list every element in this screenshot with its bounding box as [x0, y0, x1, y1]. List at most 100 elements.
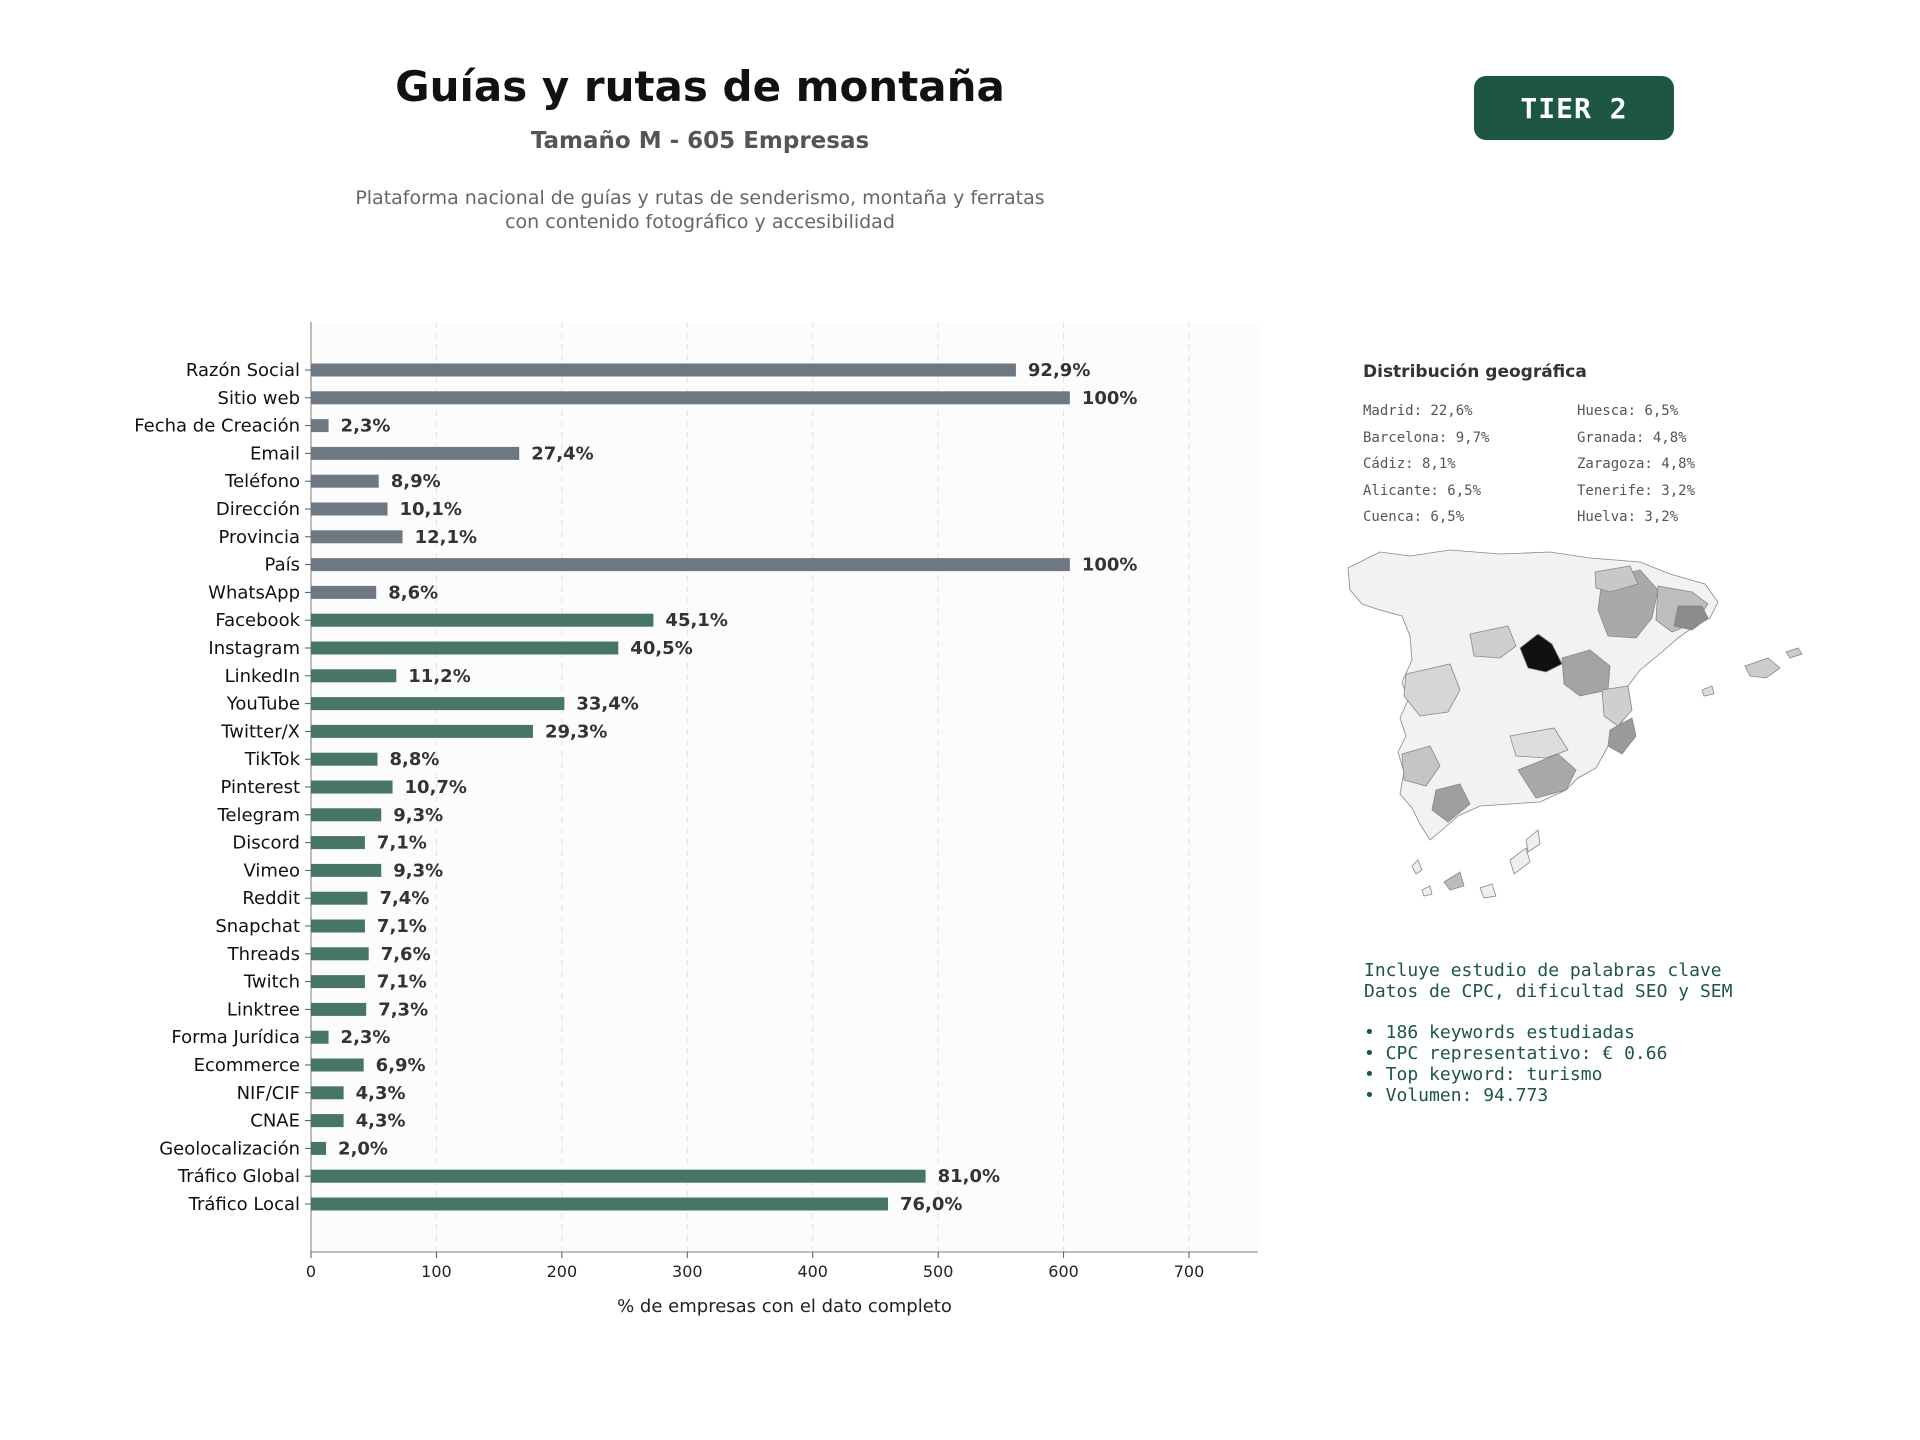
geo-item: Alicante: 6,5% — [1363, 482, 1482, 499]
y-tick-label: Twitter/X — [220, 721, 300, 742]
y-tick-label: Snapchat — [215, 916, 300, 937]
x-tick-label: 500 — [923, 1262, 954, 1281]
map-balearic-ibiza — [1701, 685, 1715, 697]
keywords-intro-line: Datos de CPC, dificultad SEO y SEM — [1364, 981, 1733, 1002]
data-label: 2,0% — [338, 1138, 388, 1159]
spain-choropleth-map — [1347, 549, 1803, 899]
bar — [311, 1086, 344, 1100]
y-tick-label: Discord — [232, 833, 300, 854]
bar — [311, 1197, 888, 1211]
bar — [311, 446, 520, 460]
description-line: Plataforma nacional de guías y rutas de … — [355, 187, 1045, 209]
x-tick-label: 200 — [547, 1262, 578, 1281]
bar — [311, 585, 377, 599]
data-label: 9,3% — [393, 860, 443, 881]
bar — [311, 363, 1016, 377]
map-region-extremadura — [1403, 663, 1461, 717]
keywords-bullet: • Volumen: 94.773 — [1364, 1085, 1549, 1106]
y-tick-label: CNAE — [250, 1111, 300, 1132]
y-tick-label: LinkedIn — [225, 666, 300, 687]
keywords-bullet: • 186 keywords estudiadas — [1364, 1022, 1635, 1043]
bar — [311, 391, 1070, 405]
bar — [311, 780, 393, 794]
bar — [311, 863, 382, 877]
x-tick-label: 600 — [1048, 1262, 1079, 1281]
bar — [311, 1114, 344, 1128]
map-canary-lanzarote — [1525, 829, 1541, 853]
data-label: 45,1% — [665, 610, 727, 631]
keywords-panel: Incluye estudio de palabras clave Datos … — [1364, 960, 1732, 1106]
y-tick-label: Fecha de Creación — [134, 416, 300, 437]
plot-area — [311, 322, 1258, 1252]
data-label: 10,7% — [405, 777, 467, 798]
keywords-spacer — [1364, 1002, 1732, 1022]
tier-badge: TIER 2 — [1474, 76, 1674, 140]
x-tick-label: 0 — [306, 1262, 316, 1281]
x-tick-label: 400 — [797, 1262, 828, 1281]
data-label: 7,1% — [377, 916, 427, 937]
data-label: 29,3% — [545, 721, 607, 742]
y-tick-label: Teléfono — [224, 471, 300, 492]
bar — [311, 613, 654, 627]
bar — [311, 530, 403, 544]
bar — [311, 808, 382, 822]
bar — [311, 891, 368, 905]
bar — [311, 1058, 364, 1072]
geo-item: Barcelona: 9,7% — [1363, 429, 1490, 446]
data-label: 11,2% — [408, 666, 470, 687]
y-tick-label: Provincia — [218, 527, 300, 548]
keywords-bullet: • CPC representativo: € 0.66 — [1364, 1043, 1668, 1064]
data-label: 92,9% — [1028, 360, 1090, 381]
y-tick-label: Tráfico Global — [177, 1166, 300, 1187]
bar — [311, 836, 365, 850]
geo-item: Tenerife: 3,2% — [1577, 482, 1696, 499]
y-tick-label: Tráfico Local — [188, 1194, 300, 1215]
map-region-leon — [1469, 625, 1517, 659]
y-tick-label: Reddit — [242, 888, 300, 909]
map-region-alicante — [1607, 717, 1637, 755]
completeness-bar-chart: 0 100 200 300 400 500 600 700 % de empresas con … — [134, 322, 1258, 1317]
y-tick-label: Forma Jurídica — [171, 1027, 300, 1048]
geo-distribution-title: Distribución geográfica — [1363, 362, 1587, 382]
map-region-huelva — [1401, 745, 1441, 787]
geo-item: Granada: 4,8% — [1577, 429, 1687, 446]
data-label: 8,9% — [391, 471, 441, 492]
data-label: 8,6% — [388, 582, 438, 603]
y-tick-label: Dirección — [216, 499, 300, 520]
x-axis-label: % de empresas con el dato completo — [617, 1296, 952, 1317]
keywords-bullet: • Top keyword: turismo — [1364, 1064, 1603, 1085]
y-tick-label: Razón Social — [186, 360, 300, 381]
data-label: 10,1% — [400, 499, 462, 520]
y-tick-label: WhatsApp — [208, 582, 300, 603]
data-label: 4,3% — [356, 1083, 406, 1104]
map-region-huesca — [1594, 565, 1639, 593]
keywords-intro-line: Incluye estudio de palabras clave — [1364, 960, 1722, 981]
geo-item: Cuenca: 6,5% — [1363, 509, 1465, 525]
y-tick-label: Ecommerce — [194, 1055, 300, 1076]
geo-item: Huelva: 3,2% — [1577, 509, 1679, 525]
data-label: 100% — [1082, 555, 1138, 576]
data-label: 7,6% — [381, 944, 431, 965]
data-label: 40,5% — [630, 638, 692, 659]
data-label: 100% — [1082, 388, 1138, 409]
description-line: con contenido fotográfico y accesibilida… — [505, 211, 895, 233]
map-balearic-menorca — [1785, 647, 1803, 659]
map-region-granada — [1517, 753, 1577, 799]
bar — [311, 641, 619, 655]
y-tick-label: Instagram — [208, 638, 300, 659]
y-tick-label: Geolocalización — [159, 1138, 300, 1159]
map-canary-tenerife — [1443, 871, 1465, 891]
bar — [311, 558, 1070, 572]
map-region-jaen — [1509, 727, 1569, 759]
data-label: 8,8% — [389, 749, 439, 770]
y-tick-label: Facebook — [215, 610, 300, 631]
bar — [311, 752, 378, 766]
data-label: 76,0% — [900, 1194, 962, 1215]
y-tick-label: Email — [250, 443, 300, 464]
x-tick-label: 100 — [421, 1262, 452, 1281]
bar — [311, 419, 329, 433]
data-label: 4,3% — [356, 1111, 406, 1132]
bar — [311, 1002, 367, 1016]
y-tick-label: TikTok — [244, 749, 301, 770]
bar — [311, 669, 397, 683]
